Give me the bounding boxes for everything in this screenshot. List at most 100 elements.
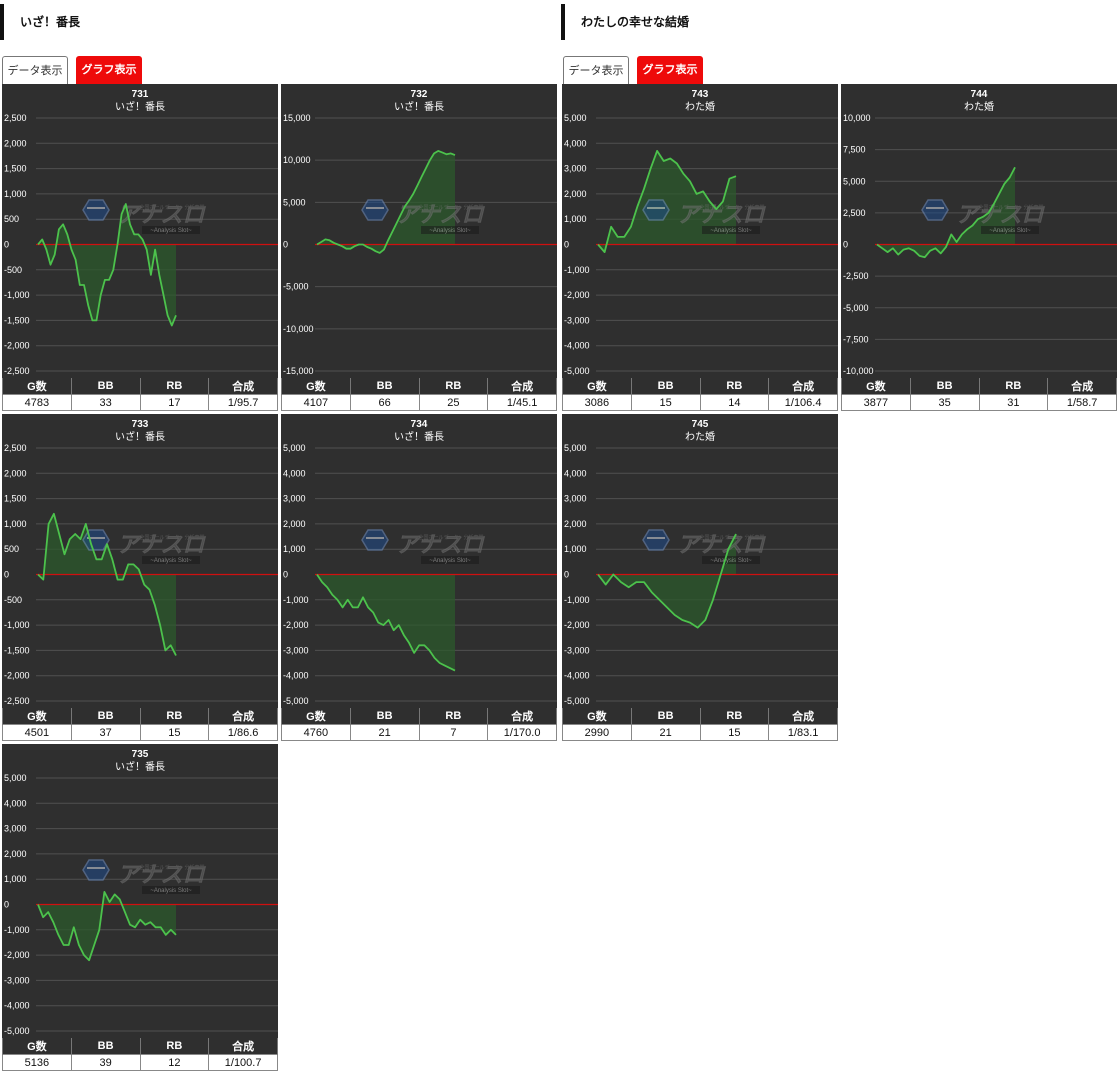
y-tick-label: -1,000 bbox=[4, 925, 30, 935]
header-combined: 合成 bbox=[768, 378, 838, 395]
bb-value: 15 bbox=[630, 394, 701, 411]
y-tick-label: 0 bbox=[4, 570, 9, 580]
area-fill bbox=[38, 513, 176, 656]
bb-value: 66 bbox=[349, 394, 420, 411]
header-bb: BB bbox=[630, 708, 701, 725]
y-tick-label: -1,000 bbox=[283, 595, 309, 605]
machine-model: いざ！番長 bbox=[394, 430, 444, 443]
header-bb: BB bbox=[349, 708, 420, 725]
machine-number: 731 bbox=[132, 89, 149, 100]
y-tick-label: -2,000 bbox=[564, 620, 590, 630]
header-combined: 合成 bbox=[487, 708, 557, 725]
games-value: 4760 bbox=[281, 724, 351, 741]
tab-graph-view[interactable]: グラフ表示 bbox=[637, 56, 703, 84]
y-tick-label: 3,000 bbox=[564, 164, 587, 174]
y-tick-label: 2,000 bbox=[564, 519, 587, 529]
y-tick-label: 5,000 bbox=[564, 113, 587, 123]
logo-text: アナスロ bbox=[117, 533, 207, 558]
machine-card: 735 いざ！番長 5,000 4,000 3,000 2,000 1,000 0 -1,000… bbox=[2, 744, 278, 1071]
y-tick-label: -4,000 bbox=[4, 1001, 30, 1011]
machine-model: いざ！番長 bbox=[115, 100, 165, 113]
y-tick-label: -5,000 bbox=[843, 303, 869, 313]
y-tick-label: 2,500 bbox=[843, 208, 866, 218]
y-tick-label: -1,000 bbox=[564, 595, 590, 605]
y-tick-label: -1,000 bbox=[564, 265, 590, 275]
y-tick-label: 3,000 bbox=[283, 494, 306, 504]
bb-value: 37 bbox=[70, 724, 141, 741]
combined-value: 1/58.7 bbox=[1047, 394, 1117, 411]
y-tick-label: 4,000 bbox=[564, 468, 587, 478]
slump-line bbox=[597, 150, 737, 254]
y-tick-label: 0 bbox=[564, 240, 569, 250]
games-value: 2990 bbox=[562, 724, 632, 741]
logo-sub-band bbox=[981, 226, 1039, 234]
machine-number: 732 bbox=[411, 89, 428, 100]
y-tick-label: 5,000 bbox=[4, 773, 27, 783]
hexagon-icon bbox=[361, 529, 389, 551]
y-tick-label: -5,000 bbox=[283, 282, 309, 292]
area-fill bbox=[877, 167, 1015, 258]
slump-line bbox=[37, 890, 177, 962]
section-title: わたしの幸せな結婚 bbox=[561, 4, 689, 40]
y-tick-label: -5,000 bbox=[564, 366, 590, 376]
rb-value: 7 bbox=[418, 724, 489, 741]
stats-table: G数 BB RB 合成 2990 21 15 1/83.1 bbox=[562, 708, 838, 741]
combined-value: 1/106.4 bbox=[768, 394, 838, 411]
y-tick-label: 2,000 bbox=[4, 138, 27, 148]
y-tick-label: -1,500 bbox=[4, 645, 30, 655]
games-value: 3877 bbox=[841, 394, 911, 411]
logo-top-text: 全国ホールデータ・分析専門 bbox=[139, 204, 204, 211]
logo-sub-band bbox=[421, 226, 479, 234]
tab-graph-view[interactable]: グラフ表示 bbox=[76, 56, 142, 84]
logo-sub-text: ~Analysis Slot~ bbox=[429, 228, 471, 234]
header-games: G数 bbox=[2, 708, 72, 725]
logo-top-text: 全国ホールデータ・分析専門 bbox=[418, 534, 483, 541]
rb-value: 17 bbox=[139, 394, 210, 411]
y-tick-label: -500 bbox=[4, 265, 22, 275]
logo-sub-text: ~Analysis Slot~ bbox=[150, 228, 192, 234]
y-tick-label: 4,000 bbox=[283, 468, 306, 478]
y-tick-label: 0 bbox=[843, 240, 848, 250]
logo-top-text: 全国ホールデータ・分析専門 bbox=[139, 864, 204, 871]
hexagon-icon bbox=[361, 199, 389, 221]
logo-text: アナスロ bbox=[677, 203, 767, 228]
y-tick-label: 1,000 bbox=[564, 544, 587, 554]
machine-model: わた婚 bbox=[685, 430, 715, 443]
y-tick-label: 5,000 bbox=[843, 176, 866, 186]
slump-line bbox=[597, 533, 737, 629]
tab-data-view[interactable]: データ表示 bbox=[2, 56, 68, 84]
y-tick-label: -2,000 bbox=[283, 620, 309, 630]
y-tick-label: 0 bbox=[283, 570, 288, 580]
y-tick-label: -2,000 bbox=[4, 341, 30, 351]
y-tick-label: 3,000 bbox=[564, 494, 587, 504]
stats-table: G数 BB RB 合成 4107 66 25 1/45.1 bbox=[281, 378, 557, 411]
logo-top-text: 全国ホールデータ・分析専門 bbox=[978, 204, 1043, 211]
games-value: 4107 bbox=[281, 394, 351, 411]
y-tick-label: 4,000 bbox=[4, 798, 27, 808]
y-tick-label: -2,000 bbox=[4, 671, 30, 681]
games-value: 3086 bbox=[562, 394, 632, 411]
y-tick-label: -7,500 bbox=[843, 334, 869, 344]
stats-table: G数 BB RB 合成 5136 39 12 1/100.7 bbox=[2, 1038, 278, 1071]
y-tick-label: 5,000 bbox=[283, 197, 306, 207]
y-tick-label: 3,000 bbox=[4, 824, 27, 834]
header-rb: RB bbox=[139, 378, 210, 395]
y-tick-label: 2,500 bbox=[4, 113, 27, 123]
machine-number: 743 bbox=[692, 89, 709, 100]
logo-text: アナスロ bbox=[956, 203, 1046, 228]
rb-value: 12 bbox=[139, 1054, 210, 1071]
section-banchou: いざ！番長 データ表示 グラフ表示 bbox=[0, 0, 556, 1077]
rb-value: 31 bbox=[978, 394, 1049, 411]
y-tick-label: 1,500 bbox=[4, 164, 27, 174]
logo-sub-band bbox=[421, 556, 479, 564]
combined-value: 1/83.1 bbox=[768, 724, 838, 741]
header-bb: BB bbox=[630, 378, 701, 395]
machine-card: 745 わた婚 5,000 4,000 3,000 2,000 1,000 0 -1,000 -2… bbox=[562, 414, 838, 741]
tab-data-view[interactable]: データ表示 bbox=[563, 56, 629, 84]
